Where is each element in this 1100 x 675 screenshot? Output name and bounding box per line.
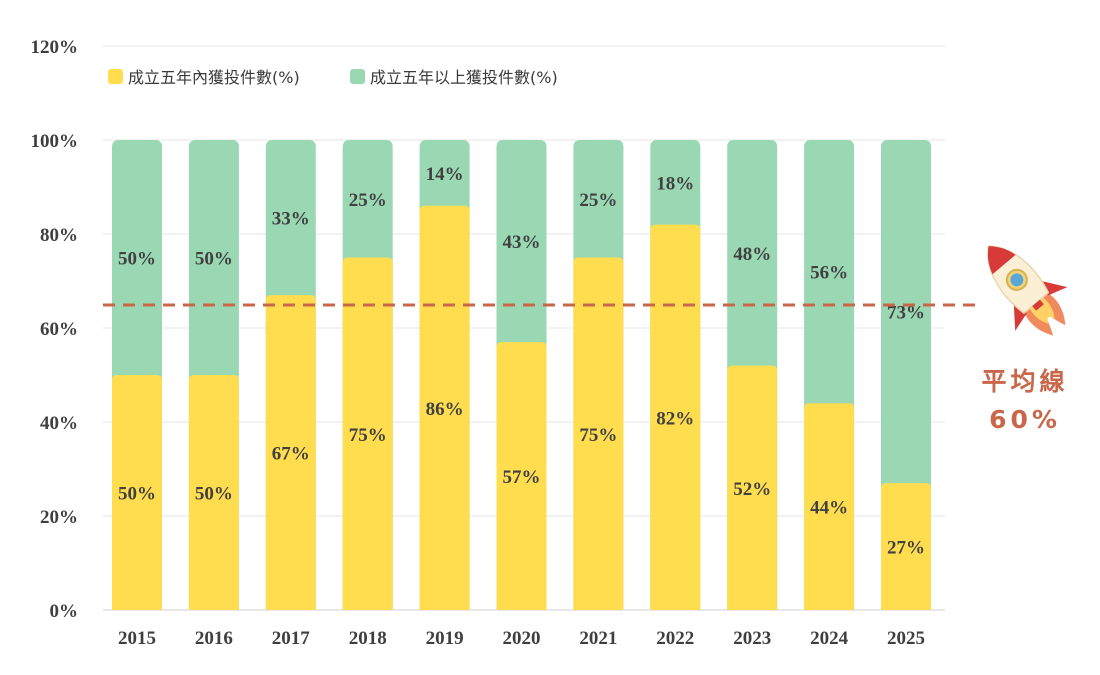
data-label-series-1: 48%: [733, 244, 771, 265]
data-label-series-0: 27%: [887, 538, 925, 559]
data-label-series-1: 25%: [579, 190, 617, 211]
data-label-series-0: 50%: [195, 484, 233, 505]
data-label-series-1: 43%: [503, 232, 541, 253]
data-label-series-1: 18%: [656, 173, 694, 194]
legend-label-series-1: 成立五年以上獲投件數(%): [370, 68, 558, 87]
legend-swatch-series-0: [108, 69, 123, 84]
x-tick-label: 2018: [349, 628, 387, 649]
data-label-series-0: 44%: [810, 498, 848, 519]
bar-series-0-2019: [419, 205, 470, 611]
data-label-series-1: 33%: [272, 209, 310, 230]
data-label-series-1: 25%: [349, 190, 387, 211]
x-tick-label: 2021: [579, 628, 617, 649]
y-tick-label: 120%: [31, 37, 79, 58]
legend: 成立五年內獲投件數(%) 成立五年以上獲投件數(%): [108, 68, 558, 87]
bar-series-0-2018: [342, 257, 393, 610]
data-label-series-0: 52%: [733, 479, 771, 500]
bar-series-0-2022: [650, 224, 701, 610]
data-label-series-0: 50%: [118, 484, 156, 505]
y-tick-label: 80%: [40, 225, 78, 246]
data-label-series-1: 56%: [810, 263, 848, 284]
y-tick-label: 60%: [40, 319, 78, 340]
x-tick-label: 2023: [733, 628, 771, 649]
x-tick-label: 2016: [195, 628, 233, 649]
data-label-series-0: 82%: [656, 408, 694, 429]
y-tick-label: 40%: [40, 413, 78, 434]
average-line-value: 60%: [989, 405, 1061, 434]
x-tick-label: 2020: [503, 628, 541, 649]
data-label-series-1: 73%: [887, 303, 925, 324]
average-line-label: 平均線: [981, 367, 1068, 396]
bar-series-0-2015: [112, 375, 162, 610]
data-label-series-0: 67%: [272, 444, 310, 465]
y-axis-ticks: 0% 20% 40% 60% 80% 100% 120%: [31, 37, 79, 622]
legend-swatch-series-1: [350, 69, 365, 84]
legend-label-series-0: 成立五年內獲投件數(%): [128, 68, 300, 87]
data-label-series-1: 50%: [195, 249, 233, 270]
data-label-series-0: 57%: [503, 467, 541, 488]
bar-series-0-2020: [496, 342, 547, 610]
data-label-series-0: 75%: [349, 425, 387, 446]
bar-series-0-2025: [881, 483, 931, 610]
x-tick-label: 2017: [272, 628, 311, 649]
bar-series-0-2024: [804, 403, 855, 610]
x-tick-label: 2022: [656, 628, 694, 649]
x-tick-label: 2025: [887, 628, 925, 649]
rocket-icon: [987, 245, 1068, 336]
x-tick-label: 2015: [118, 628, 156, 649]
x-tick-label: 2019: [426, 628, 464, 649]
data-labels: 50% 50% 50% 50% 67% 33% 75% 25% 86% 14% 57% 43% 75% 2…: [118, 164, 925, 559]
bar-series-0-2016: [188, 375, 239, 610]
bar-series-0-2023: [727, 365, 778, 610]
data-label-series-1: 14%: [426, 164, 464, 185]
data-label-series-1: 50%: [118, 249, 156, 270]
data-label-series-0: 86%: [426, 399, 464, 420]
y-tick-label: 100%: [31, 131, 79, 152]
x-tick-label: 2024: [810, 628, 849, 649]
bar-series-0-2021: [573, 257, 624, 610]
y-tick-label: 0%: [50, 601, 79, 622]
y-tick-label: 20%: [40, 507, 78, 528]
x-axis-ticks: 2015 2016 2017 2018 2019 2020 2021 2022 2023 2024…: [118, 628, 925, 649]
data-label-series-0: 75%: [579, 425, 617, 446]
bar-series-0-2017: [265, 295, 316, 610]
bars: [112, 140, 931, 611]
